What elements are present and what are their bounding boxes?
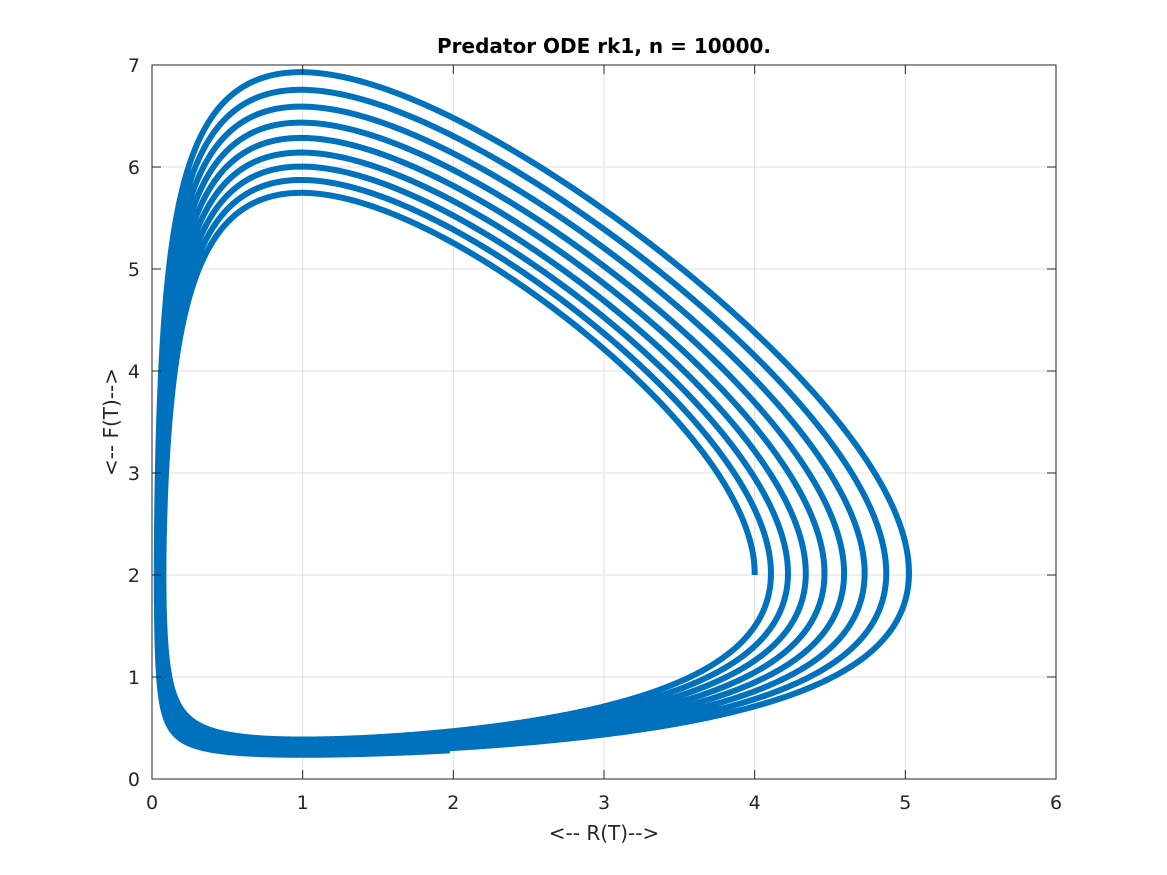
x-tick-label: 5 [899,792,911,814]
x-tick-label: 6 [1050,792,1062,814]
ticks: 0 1 2 3 4 5 6 0 1 2 3 4 5 6 7 [128,55,1062,814]
y-tick-label: 0 [128,769,140,791]
y-tick-label: 5 [128,259,140,281]
x-tick-label: 0 [146,792,158,814]
x-axis-label: <-- R(T)--> [549,821,659,845]
y-tick-label: 7 [128,55,140,77]
y-tick-label: 4 [128,361,140,383]
x-tick-label: 1 [297,792,309,814]
chart-title: Predator ODE rk1, n = 10000. [437,34,771,58]
x-tick-label: 3 [598,792,610,814]
x-tick-label: 2 [447,792,459,814]
y-axis-label: <-- F(T)--> [99,368,123,476]
y-tick-label: 2 [128,565,140,587]
y-tick-label: 3 [128,463,140,485]
series-line [153,69,912,758]
y-tick-label: 6 [128,157,140,179]
trajectory-curve [153,69,912,758]
y-tick-label: 1 [128,667,140,689]
x-tick-label: 4 [749,792,761,814]
